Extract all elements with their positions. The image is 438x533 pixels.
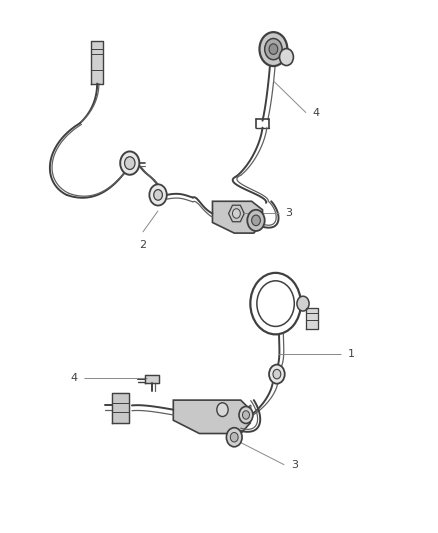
Polygon shape <box>92 41 103 84</box>
Text: 4: 4 <box>313 108 320 118</box>
Circle shape <box>149 184 167 206</box>
Polygon shape <box>212 201 262 233</box>
Text: 2: 2 <box>139 240 146 250</box>
Circle shape <box>226 427 242 447</box>
Circle shape <box>230 432 238 442</box>
Text: 3: 3 <box>291 460 298 470</box>
Circle shape <box>269 365 285 384</box>
Circle shape <box>265 38 282 60</box>
Circle shape <box>297 296 309 311</box>
Circle shape <box>233 209 240 218</box>
Circle shape <box>243 411 250 419</box>
Text: 4: 4 <box>71 373 78 383</box>
Circle shape <box>124 157 135 169</box>
Polygon shape <box>113 393 129 423</box>
Polygon shape <box>307 308 318 329</box>
Polygon shape <box>145 375 159 383</box>
Circle shape <box>239 407 253 423</box>
Text: 1: 1 <box>347 349 354 359</box>
Circle shape <box>273 369 281 379</box>
Circle shape <box>252 215 260 225</box>
Circle shape <box>251 273 301 334</box>
Circle shape <box>154 190 162 200</box>
Polygon shape <box>229 205 244 222</box>
Circle shape <box>269 44 278 54</box>
Circle shape <box>217 403 228 417</box>
Polygon shape <box>173 400 251 433</box>
Circle shape <box>247 210 265 231</box>
Circle shape <box>279 49 293 66</box>
Circle shape <box>120 151 139 175</box>
Text: 3: 3 <box>286 208 293 219</box>
Circle shape <box>257 281 294 326</box>
Circle shape <box>259 32 287 66</box>
